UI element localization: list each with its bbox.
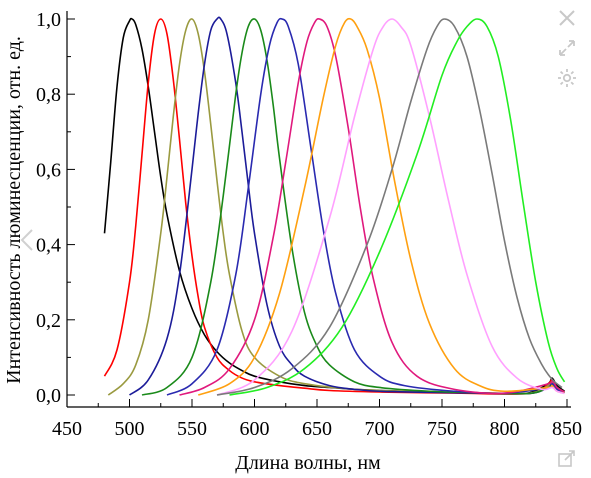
series-line-5	[141, 18, 565, 396]
x-tick-label: 850	[552, 418, 582, 440]
tick-marks	[66, 18, 568, 407]
x-tick-label: 700	[365, 418, 395, 440]
close-icon[interactable]	[555, 6, 579, 30]
series-lines	[103, 16, 566, 396]
y-tick-label: 0,4	[36, 235, 61, 257]
series-line-7	[179, 17, 565, 396]
series-line-8	[197, 17, 565, 396]
series-line-4	[129, 16, 565, 396]
x-tick-label: 550	[177, 418, 207, 440]
series-line-10	[216, 18, 563, 396]
gear-icon[interactable]	[555, 66, 579, 90]
x-tick-label: 450	[52, 418, 82, 440]
tick-labels: 450 500 550 600 650 700 750 800 850 0,0 0,2 0,4 0,6 0…	[36, 9, 582, 440]
x-tick-label: 800	[490, 418, 520, 440]
series-line-9	[216, 18, 565, 396]
expand-icon[interactable]	[555, 36, 579, 60]
share-icon[interactable]	[555, 446, 579, 470]
x-tick-label: 500	[115, 418, 145, 440]
y-tick-label: 0,6	[36, 159, 61, 181]
y-tick-label: 0,8	[36, 84, 61, 106]
series-line-11	[229, 18, 566, 396]
chevron-left-icon[interactable]	[16, 226, 40, 254]
y-tick-label: 0,0	[36, 385, 61, 407]
image-toolbar	[555, 6, 581, 96]
y-axis-title: Интенсивность люминесценции, отн. ед.	[3, 36, 25, 384]
x-tick-label: 600	[240, 418, 270, 440]
series-line-3	[107, 18, 565, 396]
x-tick-label: 650	[302, 418, 332, 440]
axes	[66, 11, 571, 408]
y-tick-label: 1,0	[36, 9, 61, 31]
x-axis-title: Длина волны, нм	[235, 452, 381, 474]
y-tick-label: 0,2	[36, 310, 61, 332]
x-tick-label: 750	[427, 418, 457, 440]
